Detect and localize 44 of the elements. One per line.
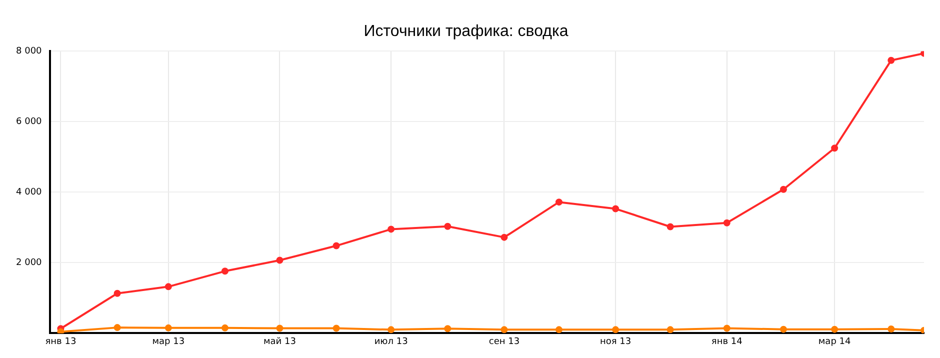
y-tick-label: 2 000 <box>16 258 42 268</box>
point <box>780 186 787 193</box>
point <box>888 325 895 332</box>
x-tick-label: сен 13 <box>488 336 520 347</box>
point <box>164 324 172 332</box>
point <box>555 326 562 334</box>
point <box>221 268 228 275</box>
point <box>612 205 620 212</box>
point <box>666 326 674 334</box>
point <box>114 290 121 297</box>
point <box>276 256 284 264</box>
point <box>723 324 730 332</box>
point <box>500 234 508 241</box>
point <box>276 324 284 332</box>
point <box>555 198 562 206</box>
point <box>888 56 895 64</box>
y-tick-label: 4 000 <box>16 188 42 198</box>
y-tick-label: 6 000 <box>16 117 42 128</box>
x-tick-label: янв 14 <box>711 336 743 347</box>
x-tick-label: июл 13 <box>374 336 408 347</box>
y-tick-label: 8 000 <box>16 46 42 57</box>
x-tick-label: ноя 13 <box>600 336 632 347</box>
point <box>723 219 730 226</box>
point <box>57 328 64 334</box>
point <box>221 324 228 332</box>
chart-title: Источники трафика: сводка <box>364 23 568 40</box>
x-tick-label: май 13 <box>263 336 296 347</box>
x-tick-label: мар 13 <box>152 336 185 347</box>
point <box>831 326 838 333</box>
x-tick-label: мар 14 <box>818 336 851 347</box>
point <box>666 223 674 230</box>
point <box>831 144 838 152</box>
point <box>780 326 787 333</box>
point <box>332 324 340 332</box>
point <box>444 325 452 332</box>
point <box>114 324 121 332</box>
point <box>164 283 172 290</box>
point <box>388 226 395 233</box>
point <box>332 242 340 250</box>
point <box>444 222 452 230</box>
point <box>500 326 508 334</box>
point <box>388 326 395 334</box>
x-tick-label: янв 13 <box>45 336 76 347</box>
point <box>612 326 620 334</box>
